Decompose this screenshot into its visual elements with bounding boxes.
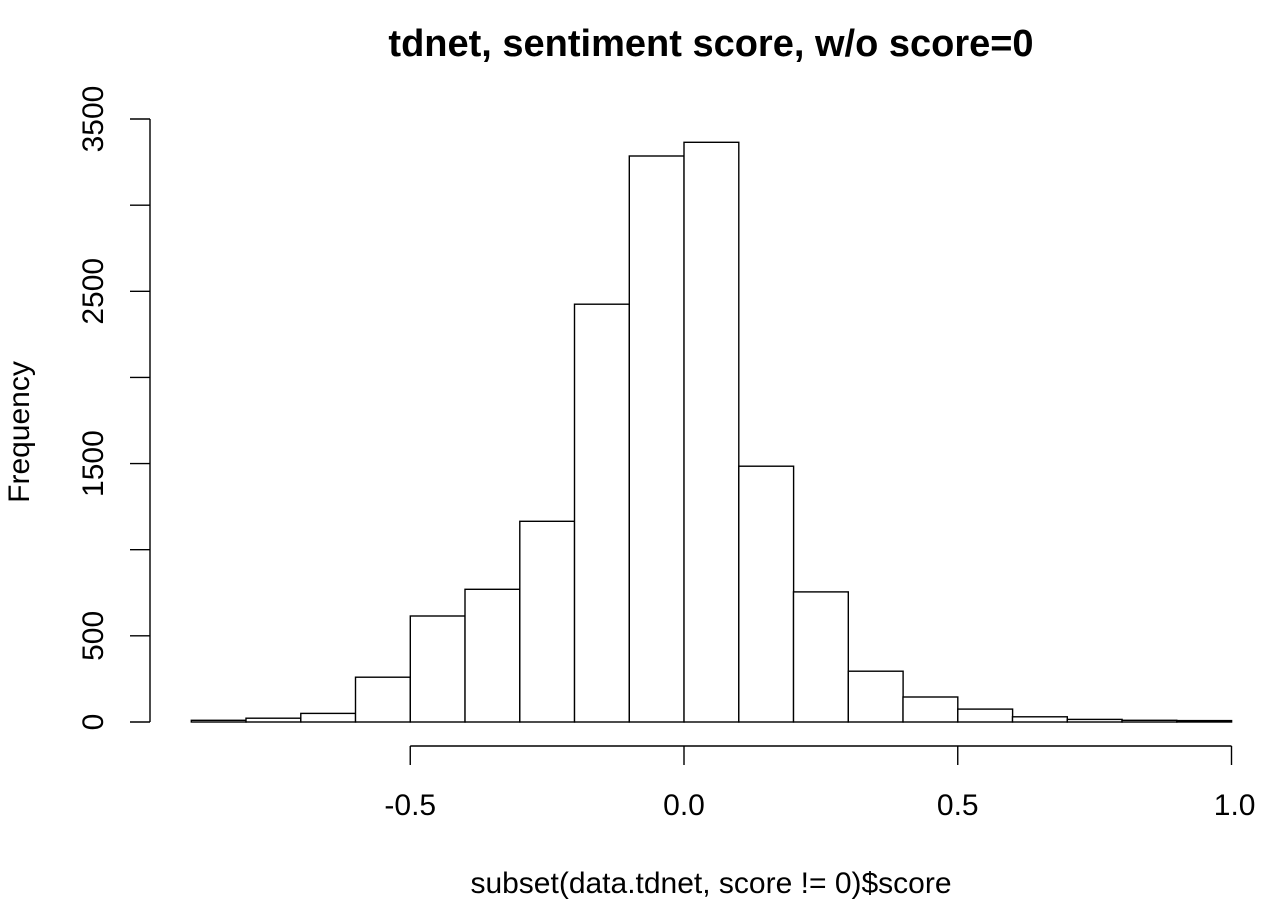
histogram-bar (847, 670, 904, 723)
y-axis-label: Frequency (3, 361, 36, 503)
histogram-bar (190, 719, 247, 723)
x-axis-label: subset(data.tdnet, score != 0)$score (470, 867, 951, 900)
histogram-bar (354, 676, 411, 723)
x-tick-label: 1.0 (1214, 789, 1256, 822)
histogram-bar (902, 696, 959, 723)
y-tick-label: 0 (77, 714, 110, 731)
x-tick-label: 0.0 (663, 789, 705, 822)
histogram-bar (738, 465, 795, 723)
histogram-bar (628, 155, 685, 723)
histogram-bar (245, 717, 302, 723)
x-tick-label: -0.5 (384, 789, 436, 822)
histogram-bar (409, 615, 466, 723)
histogram-bar (1066, 718, 1123, 723)
histogram-bar (683, 141, 740, 723)
x-axis: -0.5 0.0 0.5 1.0 (384, 745, 1256, 822)
histogram-bar (957, 708, 1014, 723)
y-tick-label: 3500 (77, 86, 110, 153)
histogram-bar (1176, 719, 1233, 723)
y-tick-label: 500 (77, 611, 110, 661)
y-tick-label: 1500 (77, 430, 110, 497)
y-axis: 0 500 1500 2500 3500 (77, 86, 151, 731)
histogram-bar (519, 520, 576, 723)
chart-title: tdnet, sentiment score, w/o score=0 (388, 23, 1033, 65)
y-tick-label: 2500 (77, 258, 110, 325)
histogram-bar (464, 588, 521, 723)
histogram-bar (1121, 719, 1178, 723)
bars-group (190, 141, 1233, 723)
x-tick-label: 0.5 (937, 789, 979, 822)
histogram-bar (573, 303, 630, 723)
histogram-bar (792, 591, 849, 723)
histogram-bar (1011, 716, 1068, 723)
histogram-bar (300, 712, 357, 723)
